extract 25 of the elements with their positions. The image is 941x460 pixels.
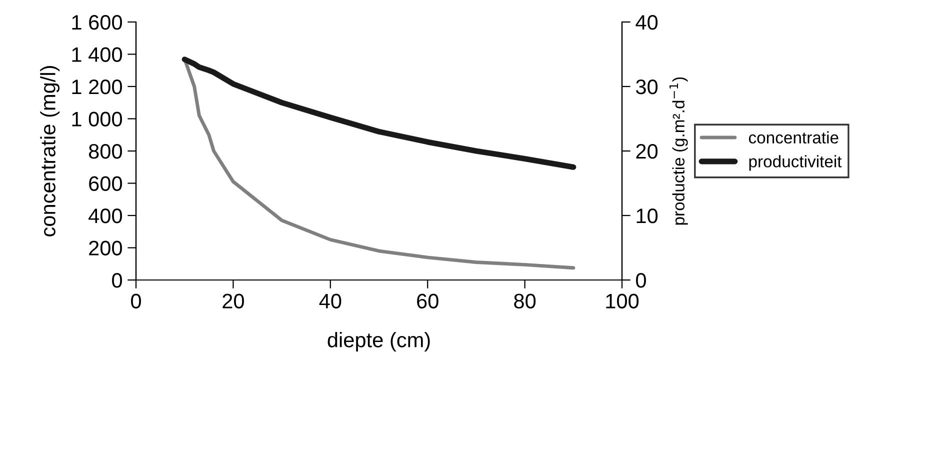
legend-label: concentratie bbox=[748, 131, 838, 144]
y-tick-label: 0 bbox=[112, 273, 122, 288]
y2-tick-label: 30 bbox=[636, 80, 658, 94]
x-tick-label: 20 bbox=[222, 294, 244, 308]
x-tick-label: 60 bbox=[417, 294, 438, 308]
legend-label: productiviteit bbox=[749, 155, 842, 171]
y-tick-label: 1 000 bbox=[72, 112, 122, 127]
y-tick-label: 1 400 bbox=[72, 47, 122, 62]
y-tick-label: 600 bbox=[89, 176, 122, 192]
y2-tick-label: 20 bbox=[636, 144, 658, 159]
x-tick-label: 0 bbox=[131, 294, 141, 308]
x-tick-label: 100 bbox=[606, 294, 639, 308]
y2-tick-label: 40 bbox=[636, 15, 658, 30]
x-tick-label: 80 bbox=[514, 294, 536, 308]
y-tick-label: 400 bbox=[88, 208, 122, 224]
y-tick-label: 200 bbox=[89, 240, 122, 256]
y-tick-label: 1 600 bbox=[72, 15, 122, 30]
y-tick-label: 800 bbox=[88, 144, 122, 159]
y-axis-title: concentratie (mg/l) bbox=[40, 66, 60, 236]
y2-tick-label: 10 bbox=[636, 208, 658, 224]
x-axis-title: diepte (cm) bbox=[328, 332, 430, 352]
x-tick-label: 40 bbox=[319, 294, 342, 308]
y2-tick-label: 0 bbox=[636, 273, 646, 288]
y2-axis-title: productie (g.m².d$^{−1}$) bbox=[669, 77, 688, 225]
y-tick-label: 1 200 bbox=[72, 80, 122, 94]
